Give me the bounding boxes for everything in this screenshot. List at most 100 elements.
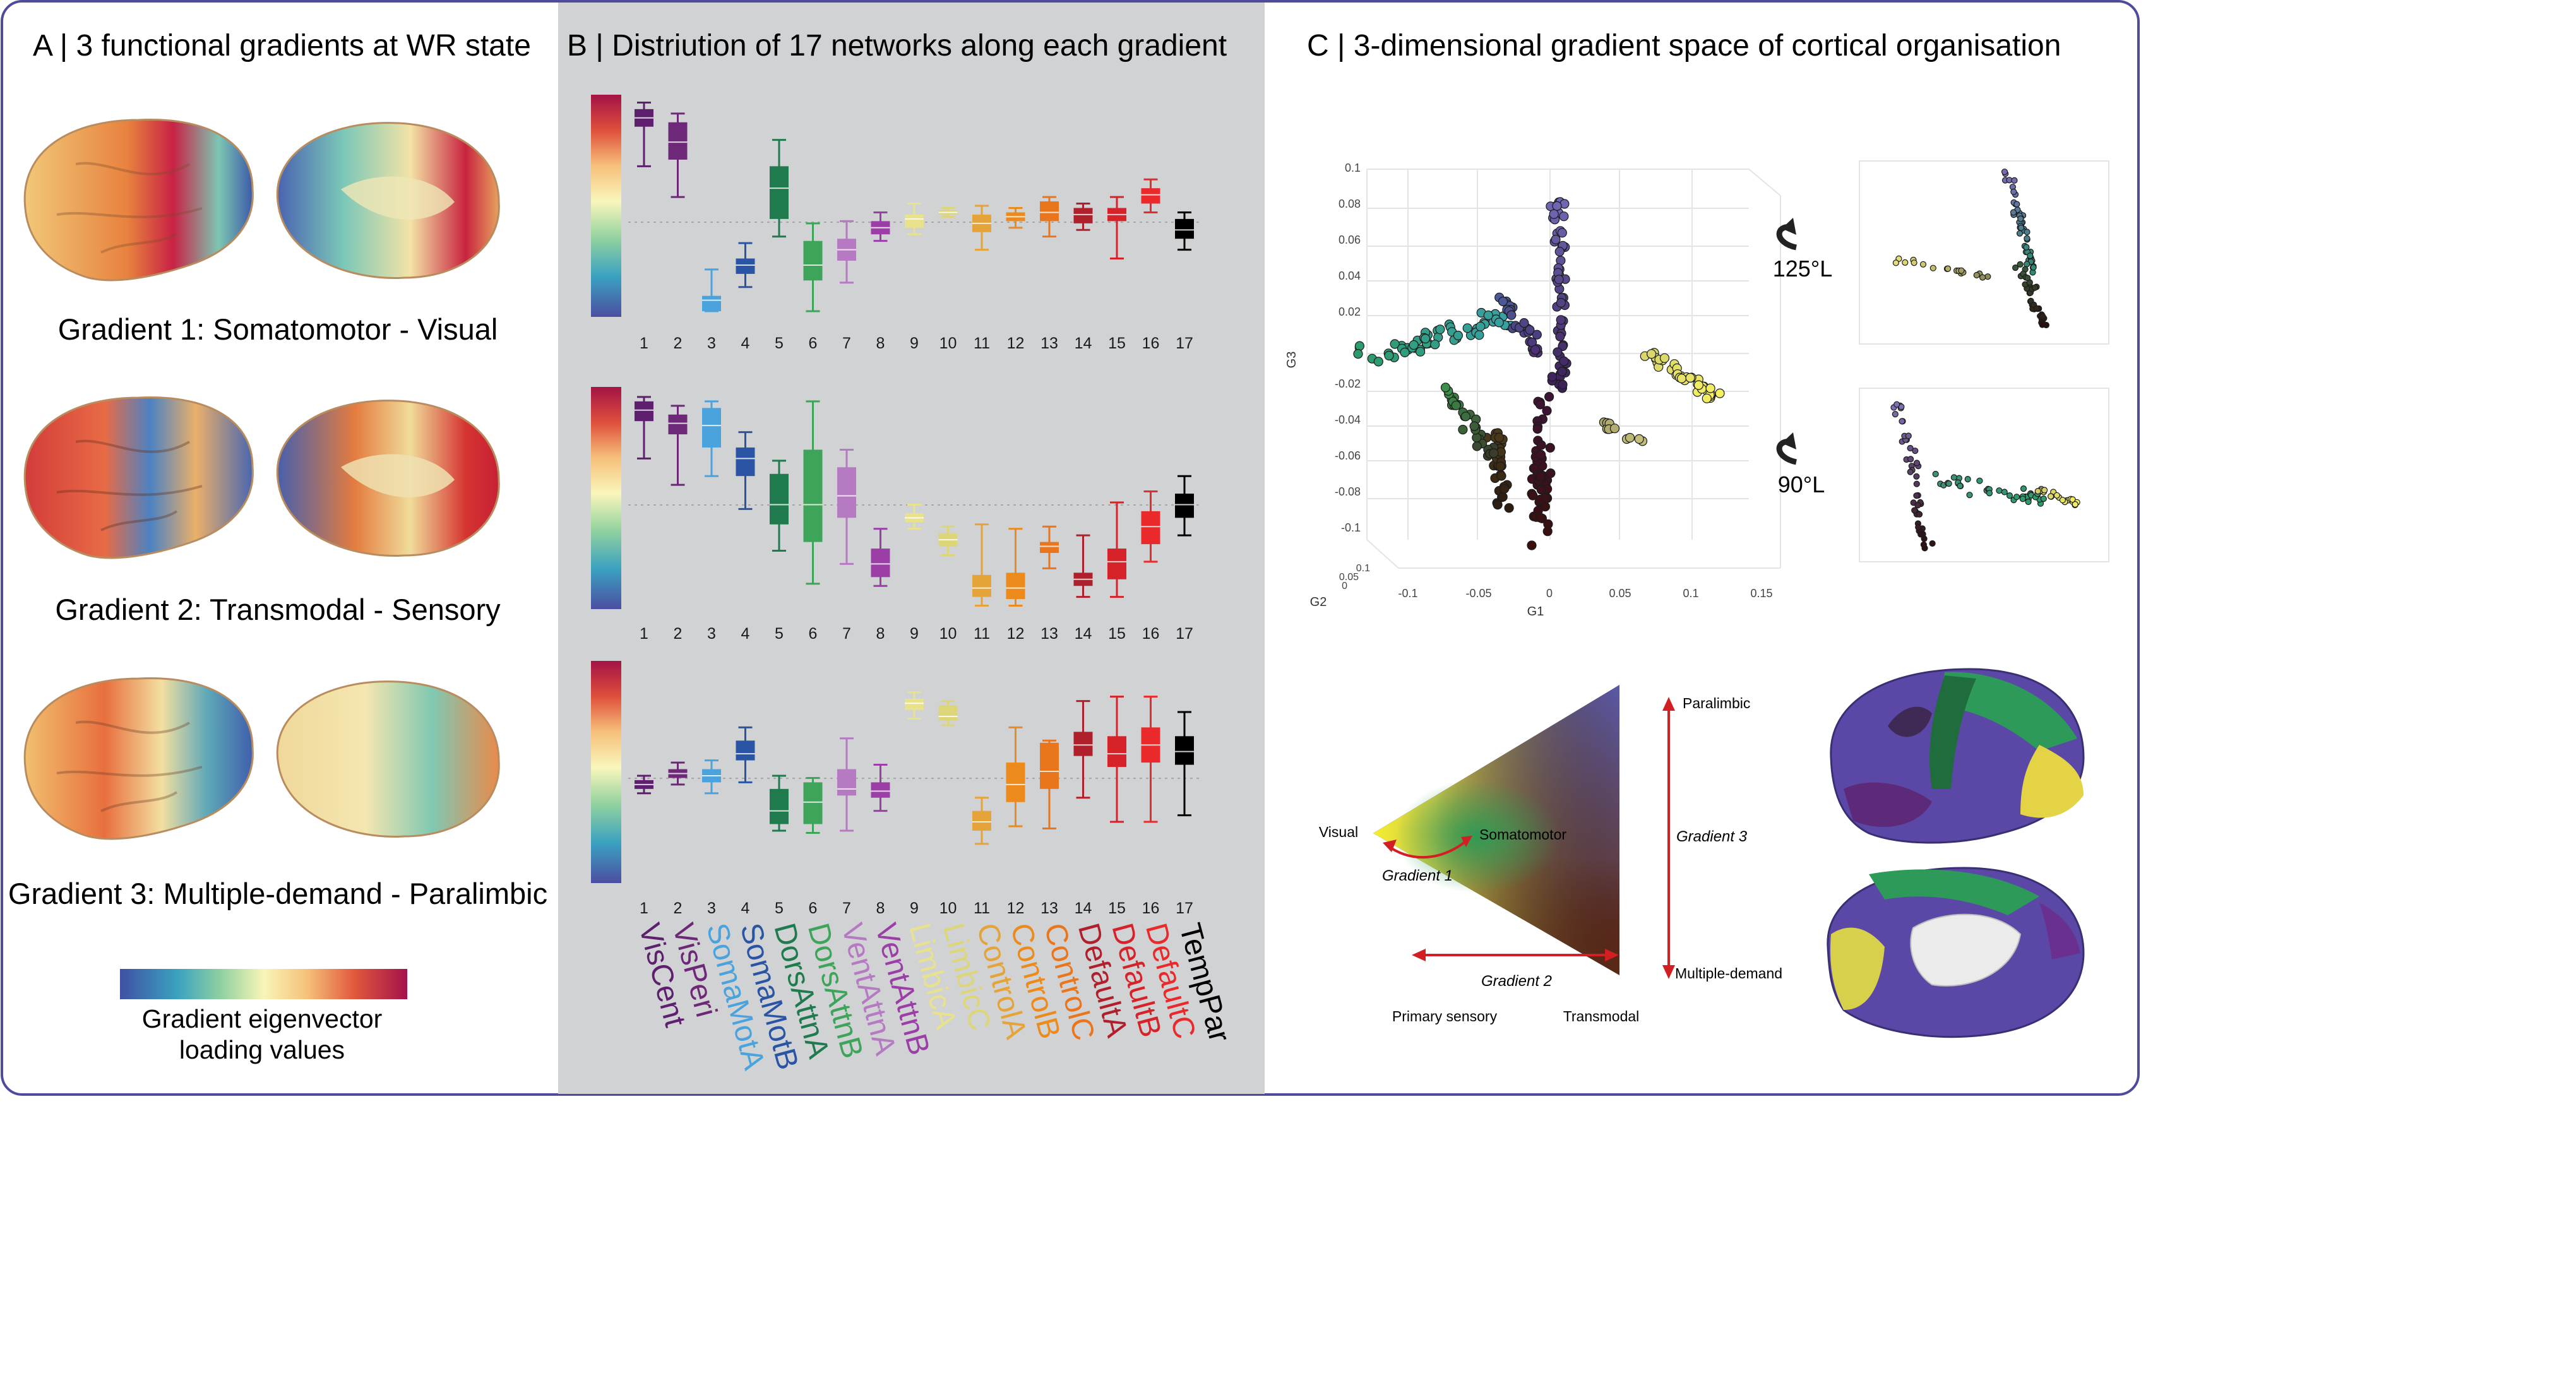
box-limbica xyxy=(905,203,924,235)
main-3d-scatter: 0.1 0.08 0.06 0.04 0.02 0 -0.02 -0.04 -0.06 -0.08… xyxy=(1285,162,1781,619)
gradient2-title: Gradient 2: Transmodal - Sensory xyxy=(55,593,501,626)
box-controla xyxy=(972,797,991,845)
scatter-point xyxy=(1545,442,1555,453)
scatter-point xyxy=(1907,444,1914,452)
box-defaultc xyxy=(1141,696,1160,823)
box-controla xyxy=(972,523,991,607)
scatter-point xyxy=(1986,490,1993,497)
box-ventattnb xyxy=(871,211,890,242)
scatter-point xyxy=(1964,475,1971,483)
scatter-point xyxy=(1911,259,1917,266)
tick-label: 7 xyxy=(842,625,851,643)
g3-tick-label: 0.1 xyxy=(1345,162,1361,174)
gradient1-title: Gradient 1: Somatomotor - Visual xyxy=(58,312,498,346)
tick-label: 14 xyxy=(1075,335,1092,352)
tick-label: 3 xyxy=(707,625,716,643)
scatter-point xyxy=(1435,324,1445,335)
box-somamota xyxy=(702,400,721,477)
scatter-point xyxy=(2027,252,2034,259)
box-controlc xyxy=(1040,196,1059,238)
box xyxy=(1141,188,1160,204)
scatter-point xyxy=(1536,485,1546,495)
box-visperi xyxy=(668,112,688,198)
box xyxy=(905,699,924,710)
scatter-point xyxy=(1416,347,1426,357)
tick-label: 13 xyxy=(1041,899,1058,917)
tick-label: 7 xyxy=(842,899,851,917)
scatter-point xyxy=(2012,264,2019,271)
scatter-point xyxy=(1421,333,1431,344)
rotated-view-90 xyxy=(1859,388,2109,562)
scatter-point xyxy=(1462,323,1472,333)
scatter-point xyxy=(1979,274,1986,281)
colorbar-label-line2: loading values xyxy=(179,1035,345,1064)
scatter-point xyxy=(1557,366,1567,377)
boxplot-gradient3: 1 2 3 4 5 6 7 8 9 10 11 12 13 14 15 16 17 xyxy=(628,691,1200,917)
box xyxy=(1107,736,1126,768)
scatter-point xyxy=(1892,410,1899,418)
boxplot-gradient2: 1 2 3 4 5 6 7 8 9 10 11 12 13 14 15 16 17 xyxy=(628,396,1200,643)
scatter-point xyxy=(1905,432,1912,439)
scatter-point xyxy=(1920,541,1927,549)
tick-label: 12 xyxy=(1007,899,1025,917)
scatter-point xyxy=(2024,235,2030,242)
axis-label-g2: G2 xyxy=(1310,595,1327,609)
g3-tick-label: 0.04 xyxy=(1339,270,1361,282)
scatter-point xyxy=(1659,353,1670,363)
box-somamota xyxy=(702,268,721,312)
scatter-point xyxy=(1912,448,1919,454)
scatter-point xyxy=(1495,461,1505,472)
scatter-point xyxy=(1506,310,1517,320)
brain-gradient1-medial xyxy=(276,122,500,279)
scatter-point xyxy=(1914,502,1921,509)
scatter-point xyxy=(2059,497,2066,504)
scatter-point xyxy=(1384,350,1394,361)
triangle-label-visual: Visual xyxy=(1319,824,1358,840)
box-dorsattnb xyxy=(803,222,823,312)
scatter-point xyxy=(2006,492,2013,499)
scatter-point xyxy=(1529,463,1539,473)
scatter-point xyxy=(1498,492,1508,502)
main-scatter-points xyxy=(1353,197,1725,550)
scatter-point xyxy=(1469,421,1479,431)
scatter-point xyxy=(1973,271,1980,278)
scatter-point xyxy=(2016,230,2024,237)
colorbar-label-line1: Gradient eigenvector xyxy=(142,1004,383,1033)
box-dorsattna xyxy=(770,460,789,552)
triangle-label-gradient3: Gradient 3 xyxy=(1676,828,1748,845)
scatter-point xyxy=(1913,460,1921,466)
box-temppar xyxy=(1175,475,1194,537)
scatter-point xyxy=(1552,201,1562,211)
box xyxy=(1006,763,1025,802)
box xyxy=(770,788,789,824)
tick-label: 14 xyxy=(1075,899,1092,917)
tick-label: 5 xyxy=(775,335,784,352)
box xyxy=(938,705,958,721)
triangle-label-gradient1: Gradient 1 xyxy=(1382,867,1453,884)
scatter-point xyxy=(1932,470,1939,478)
scatter-point xyxy=(1353,348,1363,359)
scatter-point xyxy=(1913,492,1920,499)
scatter-point xyxy=(1551,234,1561,245)
scatter-point xyxy=(1494,318,1504,328)
scatter-point xyxy=(1476,321,1486,331)
scatter-point xyxy=(1676,373,1687,384)
scatter-point xyxy=(1913,480,1920,487)
tick-label: 14 xyxy=(1075,625,1092,643)
scatter-point xyxy=(1546,468,1556,478)
box xyxy=(1040,201,1059,222)
box xyxy=(803,782,823,824)
box xyxy=(1073,208,1093,223)
g1-tick-label: 0.1 xyxy=(1683,587,1698,600)
scatter-point xyxy=(1556,298,1566,308)
scatter-point xyxy=(1929,264,1936,271)
box xyxy=(635,401,653,422)
axis-label-g1: G1 xyxy=(1527,605,1544,619)
tick-label: 15 xyxy=(1108,625,1126,643)
scatter-point xyxy=(1536,449,1546,460)
g3-tick-label: 0.08 xyxy=(1339,198,1361,210)
tick-label: 12 xyxy=(1007,335,1025,352)
scatter-point xyxy=(1440,383,1451,393)
scatter-point xyxy=(1527,540,1537,550)
scatter-point xyxy=(1530,345,1541,355)
